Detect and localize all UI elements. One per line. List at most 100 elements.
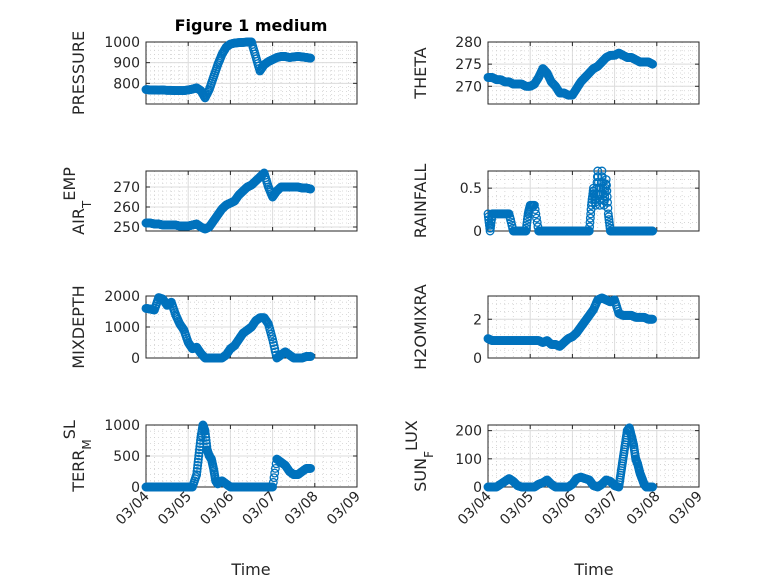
data-point (532, 217, 542, 227)
data-point (193, 454, 203, 464)
data-point (193, 457, 203, 467)
data-point (306, 463, 316, 473)
data-point (200, 429, 210, 439)
y-tick-label: 0 (131, 480, 140, 496)
series-points (141, 420, 316, 492)
subplot-air-temp: 250 260 270 AIRTEMP (60, 167, 358, 236)
data-point (603, 209, 613, 219)
figure-title: Figure 1 medium (175, 16, 328, 35)
axes-background (487, 424, 700, 488)
data-point (193, 460, 203, 470)
data-point (584, 226, 594, 236)
data-point (269, 473, 279, 483)
data-point (194, 451, 204, 461)
y-tick-label: 0 (473, 480, 482, 496)
subplot-theta: 270 275 280 THETA (411, 35, 700, 105)
series-points (483, 166, 658, 236)
data-point (530, 205, 540, 215)
x-tick-label: 03/09 (666, 489, 706, 529)
data-point (306, 352, 316, 361)
y-axis-label: THETA (411, 47, 430, 99)
data-point (648, 314, 658, 324)
data-point (522, 220, 532, 230)
data-point (597, 166, 607, 176)
data-point (192, 463, 202, 473)
data-point (306, 184, 316, 194)
y-tick-label: 280 (455, 35, 482, 51)
y-axis-label: H2OMIXRA (411, 284, 430, 370)
y-tick-label: 0.5 (460, 181, 482, 197)
series-points (141, 168, 316, 234)
y-tick-label: 2000 (104, 289, 140, 305)
x-axis-label-right: Time (573, 560, 613, 579)
y-tick-label: 1000 (104, 320, 140, 336)
data-point (194, 448, 204, 458)
data-point (532, 213, 541, 223)
x-tick-label: 03/05 (497, 489, 537, 529)
data-point (648, 482, 658, 492)
data-point (521, 226, 531, 236)
data-point (602, 180, 611, 190)
data-point (486, 223, 495, 233)
axes-box (487, 295, 700, 359)
data-point (648, 226, 658, 236)
data-point (485, 226, 495, 236)
data-point (604, 212, 614, 222)
x-tick-label: 03/08 (624, 489, 664, 529)
x-tick-label: 03/07 (240, 489, 280, 529)
data-point (531, 209, 541, 219)
data-point (521, 223, 531, 233)
data-point (192, 470, 202, 480)
data-point (529, 200, 539, 210)
series-points (141, 37, 316, 103)
data-point (522, 217, 532, 227)
x-tick-label: 03/08 (282, 489, 322, 529)
data-point (306, 53, 316, 63)
data-point (602, 192, 612, 202)
x-tick-label: 03/07 (582, 489, 622, 529)
y-tick-label: 500 (113, 449, 140, 465)
series-points (483, 423, 658, 492)
data-point (604, 217, 614, 227)
y-axis-label: MIXDEPTH (69, 285, 88, 368)
gridlines (488, 425, 699, 487)
x-tick-label: 03/09 (324, 489, 364, 529)
data-point (486, 217, 496, 227)
data-point (585, 217, 595, 227)
x-axis-label-left: Time (230, 560, 270, 579)
y-tick-label: 800 (113, 76, 140, 92)
subplot-rainfall: 0 0.5 RAINFALL (411, 164, 700, 240)
subplot-pressure: 800 900 1000 PRESSURE (69, 31, 358, 115)
y-axis-label: RAINFALL (411, 164, 430, 239)
y-tick-label: 270 (113, 180, 140, 196)
data-point (586, 209, 596, 219)
series-points (483, 48, 658, 100)
data-point (192, 467, 202, 476)
y-tick-label: 0 (473, 351, 482, 367)
y-tick-label: 0 (131, 351, 140, 367)
y-tick-label: 200 (455, 424, 482, 440)
data-point (200, 426, 210, 436)
data-point (603, 203, 613, 213)
y-tick-label: 260 (113, 200, 140, 216)
y-tick-label: 1000 (104, 35, 140, 51)
data-point (201, 432, 211, 442)
data-point (585, 222, 595, 232)
axes-box (145, 170, 358, 232)
y-axis-label: SUNFLUX (402, 420, 437, 492)
subplot-mixdepth: 0 1000 2000 MIXDEPTH (69, 285, 358, 369)
x-tick-label: 03/06 (197, 488, 237, 528)
data-point (270, 468, 280, 478)
y-tick-label: 0 (473, 224, 482, 240)
data-point (270, 463, 280, 473)
data-point (602, 186, 612, 196)
series-points (141, 293, 316, 363)
data-point (648, 59, 658, 69)
y-tick-label: 270 (455, 79, 482, 95)
data-point (603, 197, 613, 207)
y-tick-label: 100 (455, 452, 482, 468)
y-tick-label: 2 (473, 312, 482, 328)
y-tick-label: 900 (113, 56, 140, 72)
